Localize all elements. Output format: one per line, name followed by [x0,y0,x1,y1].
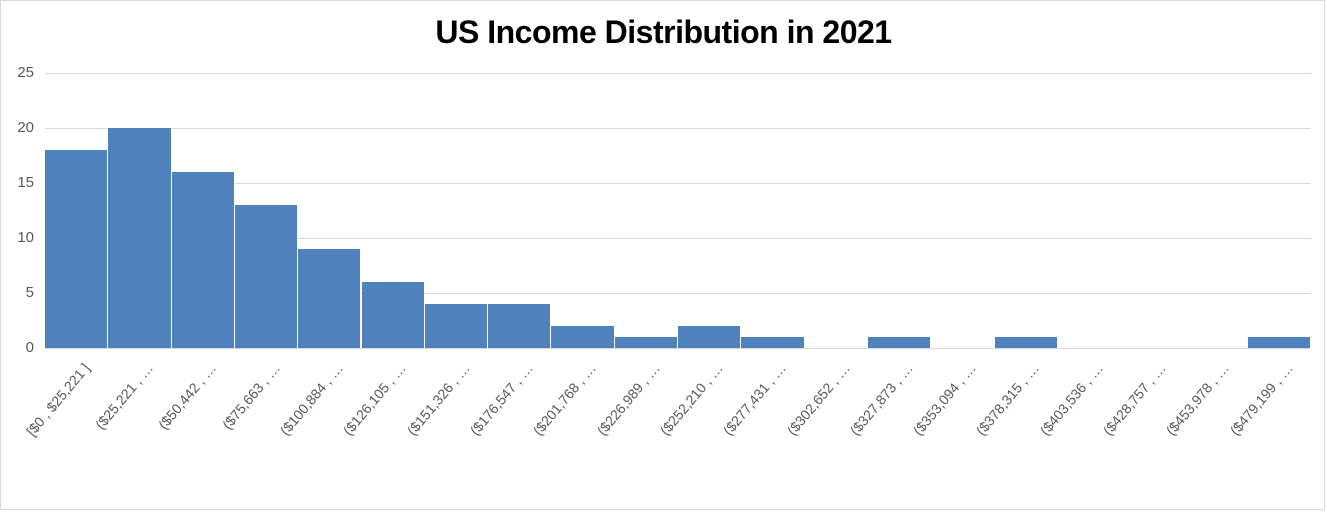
histogram-bar [741,337,805,348]
gridline [45,73,1311,74]
y-tick-label: 5 [25,284,34,301]
y-tick-label: 10 [17,229,34,246]
gridline [45,183,1311,184]
histogram-bar [171,172,235,348]
histogram-bar [488,304,552,348]
gridline [45,128,1311,129]
histogram-bar [45,150,109,348]
histogram-bar [614,337,678,348]
histogram-bar [424,304,489,348]
y-tick-label: 20 [17,119,34,136]
histogram-bar [678,326,742,348]
histogram-bar [234,205,299,348]
histogram-bar [1247,337,1311,348]
y-tick-label: 15 [17,174,34,191]
histogram-bar [361,282,425,348]
histogram-bar [994,337,1058,348]
histogram-bar [108,128,172,348]
gridline [45,238,1311,239]
histogram-bar [867,337,932,348]
histogram-bar [551,326,615,348]
plot-area [45,73,1311,349]
y-tick-label: 25 [17,64,34,81]
y-tick-label: 0 [25,339,34,356]
chart-title: US Income Distribution in 2021 [435,14,892,50]
gridline [45,348,1311,349]
histogram-bar [298,249,362,348]
gridline [45,293,1311,294]
